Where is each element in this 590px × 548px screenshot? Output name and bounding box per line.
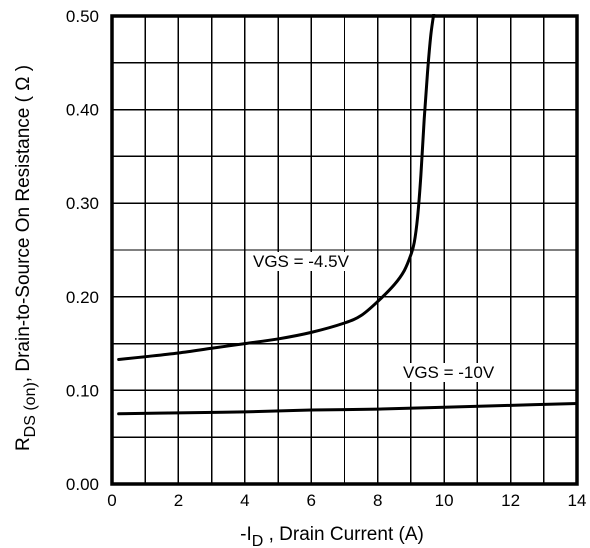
grid xyxy=(112,16,577,484)
y-axis-label-suffix: , Drain-to-Source On Resistance ( Ω ) xyxy=(13,65,34,382)
x-axis-label-subscript: D xyxy=(252,533,264,548)
x-tick-label: 8 xyxy=(373,491,382,510)
x-axis-label-suffix: , Drain Current (A) xyxy=(263,524,423,545)
x-tick-label: 2 xyxy=(174,491,183,510)
y-tick-label: 0.10 xyxy=(66,381,99,400)
plot-frame xyxy=(110,14,579,486)
plot-frame-rect xyxy=(110,14,579,486)
x-axis-label-prefix: -I xyxy=(240,524,252,545)
x-tick-label: 10 xyxy=(435,491,454,510)
x-tick-label: 12 xyxy=(501,491,520,510)
y-tick-label: 0.40 xyxy=(66,101,99,120)
y-axis-label: RDS (on), Drain-to-Source On Resistance … xyxy=(13,65,39,451)
series-line-1 xyxy=(117,402,577,416)
series-lines xyxy=(117,14,577,416)
y-tick-labels: 0.00 0.10 0.20 0.30 0.40 0.50 xyxy=(66,7,99,494)
x-tick-label: 4 xyxy=(240,491,249,510)
y-tick-label: 0.50 xyxy=(66,7,99,26)
x-tick-label: 6 xyxy=(307,491,316,510)
series-label-1: VGS = -10V xyxy=(403,363,495,382)
series-line-0 xyxy=(117,14,436,362)
x-tick-labels: 0 2 4 6 8 10 12 14 xyxy=(107,491,586,510)
y-tick-label: 0.00 xyxy=(66,475,99,494)
series-label-group-0: VGS = -4.5V xyxy=(251,252,352,271)
y-tick-label: 0.20 xyxy=(66,288,99,307)
series-label-background xyxy=(251,252,352,271)
series-label-group-1: VGS = -10V xyxy=(401,363,497,382)
series-label-background xyxy=(401,363,497,382)
x-tick-label: 0 xyxy=(107,491,116,510)
y-axis-label-subscript: DS (on) xyxy=(22,382,39,437)
series-label-0: VGS = -4.5V xyxy=(253,252,350,271)
y-tick-label: 0.30 xyxy=(66,194,99,213)
x-axis-label: -ID , Drain Current (A) xyxy=(240,524,424,548)
series-labels: VGS = -4.5V VGS = -10V xyxy=(251,252,497,382)
y-axis-label-prefix: R xyxy=(13,437,34,451)
x-tick-label: 14 xyxy=(568,491,587,510)
